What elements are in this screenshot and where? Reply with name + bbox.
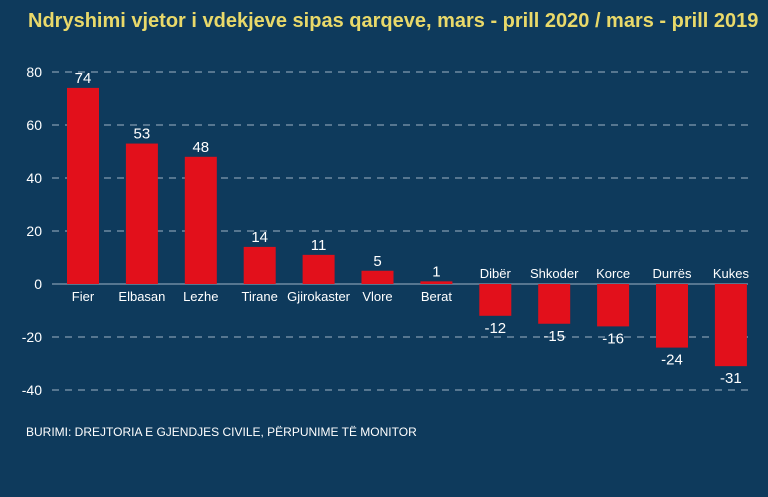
data-label: 48 (192, 139, 209, 156)
category-label: Vlore (362, 289, 392, 304)
y-tick-label: -20 (22, 329, 42, 345)
y-tick-label: 40 (26, 170, 42, 186)
y-tick-label: 80 (26, 64, 42, 80)
data-label: 74 (75, 70, 92, 87)
y-tick-label: 0 (34, 276, 42, 292)
bar-lezhe (184, 156, 217, 284)
data-label: 14 (251, 229, 268, 246)
bar-korce (597, 284, 630, 327)
y-tick-label: 60 (26, 117, 42, 133)
source-note: BURIMI: DREJTORIA E GJENDJES CIVILE, PËR… (26, 425, 417, 439)
category-label: Durrës (652, 266, 692, 281)
data-label: -31 (720, 370, 742, 387)
category-label: Berat (421, 289, 452, 304)
bars (67, 87, 747, 367)
category-label: Korce (596, 266, 630, 281)
data-label: 53 (134, 126, 151, 143)
bar-gjirokaster (302, 254, 335, 284)
category-label: Elbasan (118, 289, 165, 304)
data-label: 11 (311, 237, 327, 254)
data-label: -16 (602, 330, 624, 347)
data-label: 1 (432, 263, 440, 280)
bar-berat (420, 281, 453, 284)
bar-labels: 74 Fier 53 Elbasan 48 Lezhe 14 Tirane 11 Gjirokas… (72, 70, 750, 387)
bar-kukes (714, 284, 747, 367)
category-label: Kukes (713, 266, 750, 281)
bar-vlore (361, 270, 394, 284)
data-label: -24 (661, 352, 683, 369)
category-label: Gjirokaster (287, 289, 351, 304)
category-label: Tirane (242, 289, 278, 304)
bar-durrës (656, 284, 688, 348)
category-label: Lezhe (183, 289, 218, 304)
data-label: -15 (543, 328, 565, 345)
category-label: Shkoder (530, 266, 579, 281)
gridlines (52, 71, 748, 391)
bar-elbasan (125, 143, 158, 284)
bar-dibër (479, 284, 512, 316)
y-tick-label: 20 (26, 223, 42, 239)
chart-title: Ndryshimi vjetor i vdekjeve sipas qarqev… (28, 10, 759, 32)
bar-fier (67, 87, 99, 285)
bar-tirane (243, 246, 276, 284)
category-label: Dibër (480, 266, 512, 281)
bar-shkoder (538, 284, 571, 324)
y-tick-label: -40 (22, 382, 42, 398)
y-axis-ticks: 80 60 40 20 0 -20 -40 (22, 64, 42, 398)
data-label: 5 (373, 253, 381, 270)
data-label: -12 (484, 320, 506, 337)
bar-chart: 80 60 40 20 0 -20 -40 74 Fier 53 Elbasan 48 Lezhe 14… (22, 64, 750, 398)
category-label: Fier (72, 289, 95, 304)
